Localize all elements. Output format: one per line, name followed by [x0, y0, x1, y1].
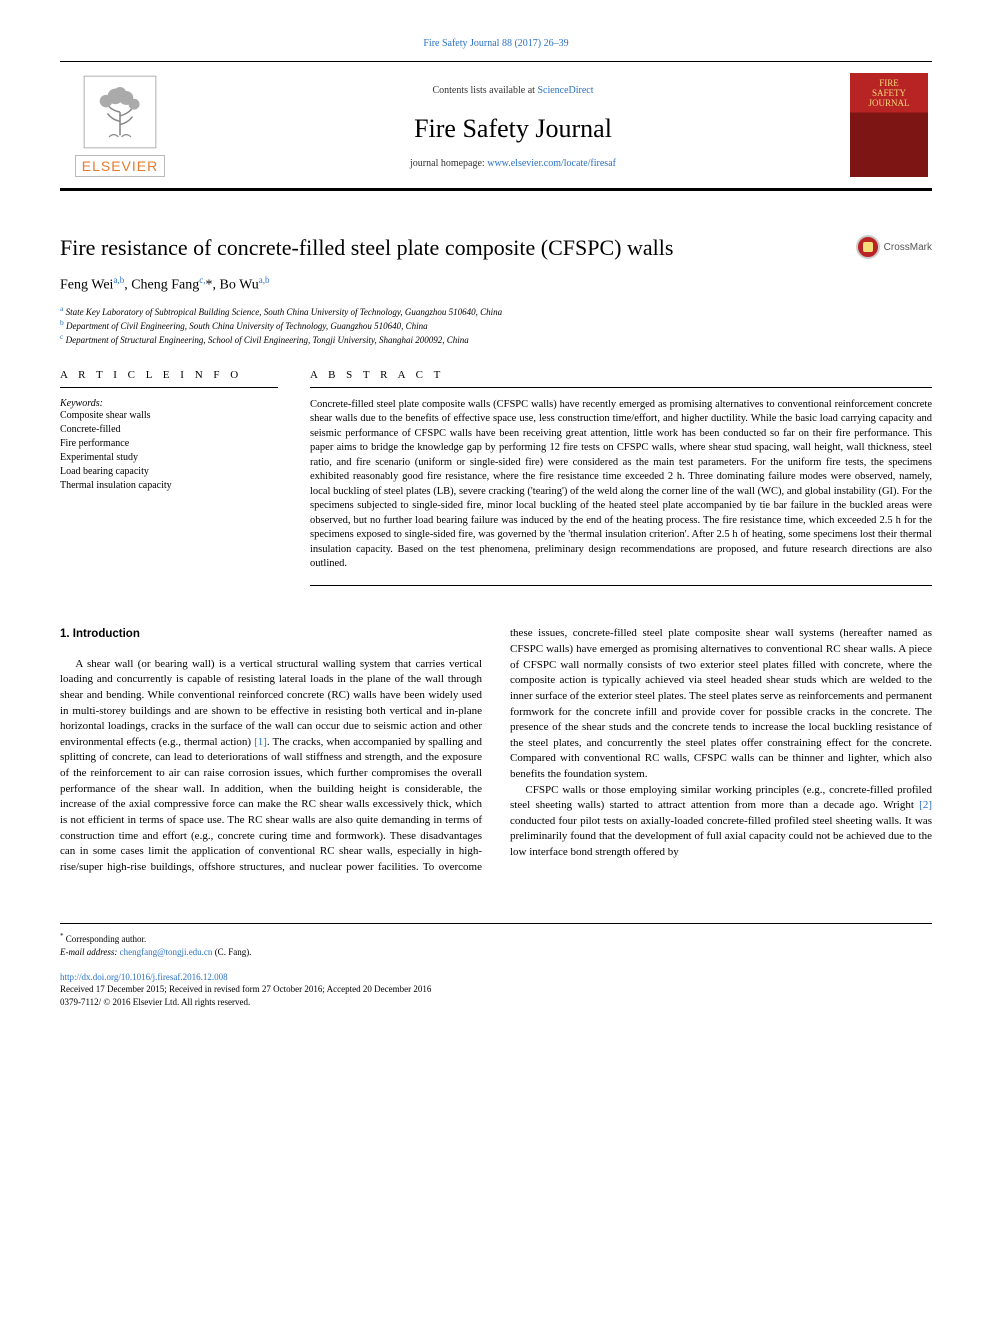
abstract-block: A B S T R A C T Concrete-filled steel pl… [310, 369, 932, 587]
email-suffix: (C. Fang). [212, 947, 251, 957]
cover-line3: JOURNAL [868, 98, 909, 108]
body-paragraph-2: CFSPC walls or those employing similar w… [510, 783, 932, 861]
email-link[interactable]: chengfang@tongji.edu.cn [120, 947, 213, 957]
crossmark-icon [856, 235, 880, 259]
keyword-item: Thermal insulation capacity [60, 479, 278, 493]
elsevier-tree-icon [81, 73, 159, 151]
body-section: 1. Introduction A shear wall (or bearing… [60, 626, 932, 875]
affiliations-block: a State Key Laboratory of Subtropical Bu… [60, 304, 932, 345]
p2-text-a: CFSPC walls or those employing similar w… [510, 784, 932, 812]
citation-1[interactable]: [1] [254, 736, 267, 748]
contents-line: Contents lists available at ScienceDirec… [188, 85, 838, 96]
dates-line: Received 17 December 2015; Received in r… [60, 983, 932, 996]
affiliation-line: b Department of Civil Engineering, South… [60, 318, 932, 331]
email-line: E-mail address: chengfang@tongji.edu.cn … [60, 946, 932, 959]
doi-line: http://dx.doi.org/10.1016/j.firesaf.2016… [60, 971, 932, 984]
cover-line2: SAFETY [872, 88, 906, 98]
publisher-logo-block: ELSEVIER [60, 62, 180, 188]
abstract-text: Concrete-filled steel plate composite wa… [310, 398, 932, 587]
section-1-heading: 1. Introduction [60, 626, 482, 642]
authors-line: Feng Weia,b, Cheng Fangc,*, Bo Wua,b [60, 275, 932, 294]
email-label: E-mail address: [60, 947, 120, 957]
corr-text: Corresponding author. [64, 934, 147, 944]
article-info-block: A R T I C L E I N F O Keywords: Composit… [60, 369, 278, 587]
p1-text-a: A shear wall (or bearing wall) is a vert… [60, 658, 482, 748]
affiliation-line: a State Key Laboratory of Subtropical Bu… [60, 304, 932, 317]
journal-cover-thumb: FIRE SAFETY JOURNAL [846, 62, 932, 188]
journal-name: Fire Safety Journal [188, 114, 838, 144]
crossmark-label: CrossMark [884, 242, 932, 253]
p2-text-b: conducted four pilot tests on axially-lo… [510, 815, 932, 858]
cover-title: FIRE SAFETY JOURNAL [850, 79, 928, 109]
crossmark-badge[interactable]: CrossMark [856, 235, 932, 259]
journal-header-banner: ELSEVIER Contents lists available at Sci… [60, 61, 932, 191]
top-citation-link[interactable]: Fire Safety Journal 88 (2017) 26–39 [423, 38, 568, 49]
keyword-item: Load bearing capacity [60, 465, 278, 479]
article-info-heading: A R T I C L E I N F O [60, 369, 278, 388]
journal-center-block: Contents lists available at ScienceDirec… [180, 62, 846, 188]
elsevier-wordmark: ELSEVIER [75, 155, 165, 177]
keyword-item: Experimental study [60, 451, 278, 465]
citation-2[interactable]: [2] [919, 799, 932, 811]
corresponding-author-line: * Corresponding author. [60, 932, 932, 946]
keyword-item: Composite shear walls [60, 409, 278, 423]
sciencedirect-link[interactable]: ScienceDirect [537, 85, 593, 96]
keyword-item: Fire performance [60, 437, 278, 451]
body-two-column: 1. Introduction A shear wall (or bearing… [60, 626, 932, 875]
doi-link[interactable]: http://dx.doi.org/10.1016/j.firesaf.2016… [60, 972, 228, 982]
keywords-label: Keywords: [60, 398, 278, 409]
copyright-line: 0379-7112/ © 2016 Elsevier Ltd. All righ… [60, 996, 932, 1009]
article-title: Fire resistance of concrete-filled steel… [60, 235, 840, 261]
homepage-link[interactable]: www.elsevier.com/locate/firesaf [487, 158, 616, 169]
affiliation-line: c Department of Structural Engineering, … [60, 332, 932, 345]
keyword-item: Concrete-filled [60, 423, 278, 437]
cover-line1: FIRE [879, 78, 899, 88]
abstract-heading: A B S T R A C T [310, 369, 932, 388]
top-citation: Fire Safety Journal 88 (2017) 26–39 [60, 38, 932, 49]
homepage-prefix: journal homepage: [410, 158, 487, 169]
cover-box: FIRE SAFETY JOURNAL [850, 73, 928, 177]
footer-block: * Corresponding author. E-mail address: … [60, 923, 932, 1008]
homepage-line: journal homepage: www.elsevier.com/locat… [188, 158, 838, 169]
keywords-list: Composite shear wallsConcrete-filledFire… [60, 409, 278, 493]
contents-prefix: Contents lists available at [432, 85, 537, 96]
